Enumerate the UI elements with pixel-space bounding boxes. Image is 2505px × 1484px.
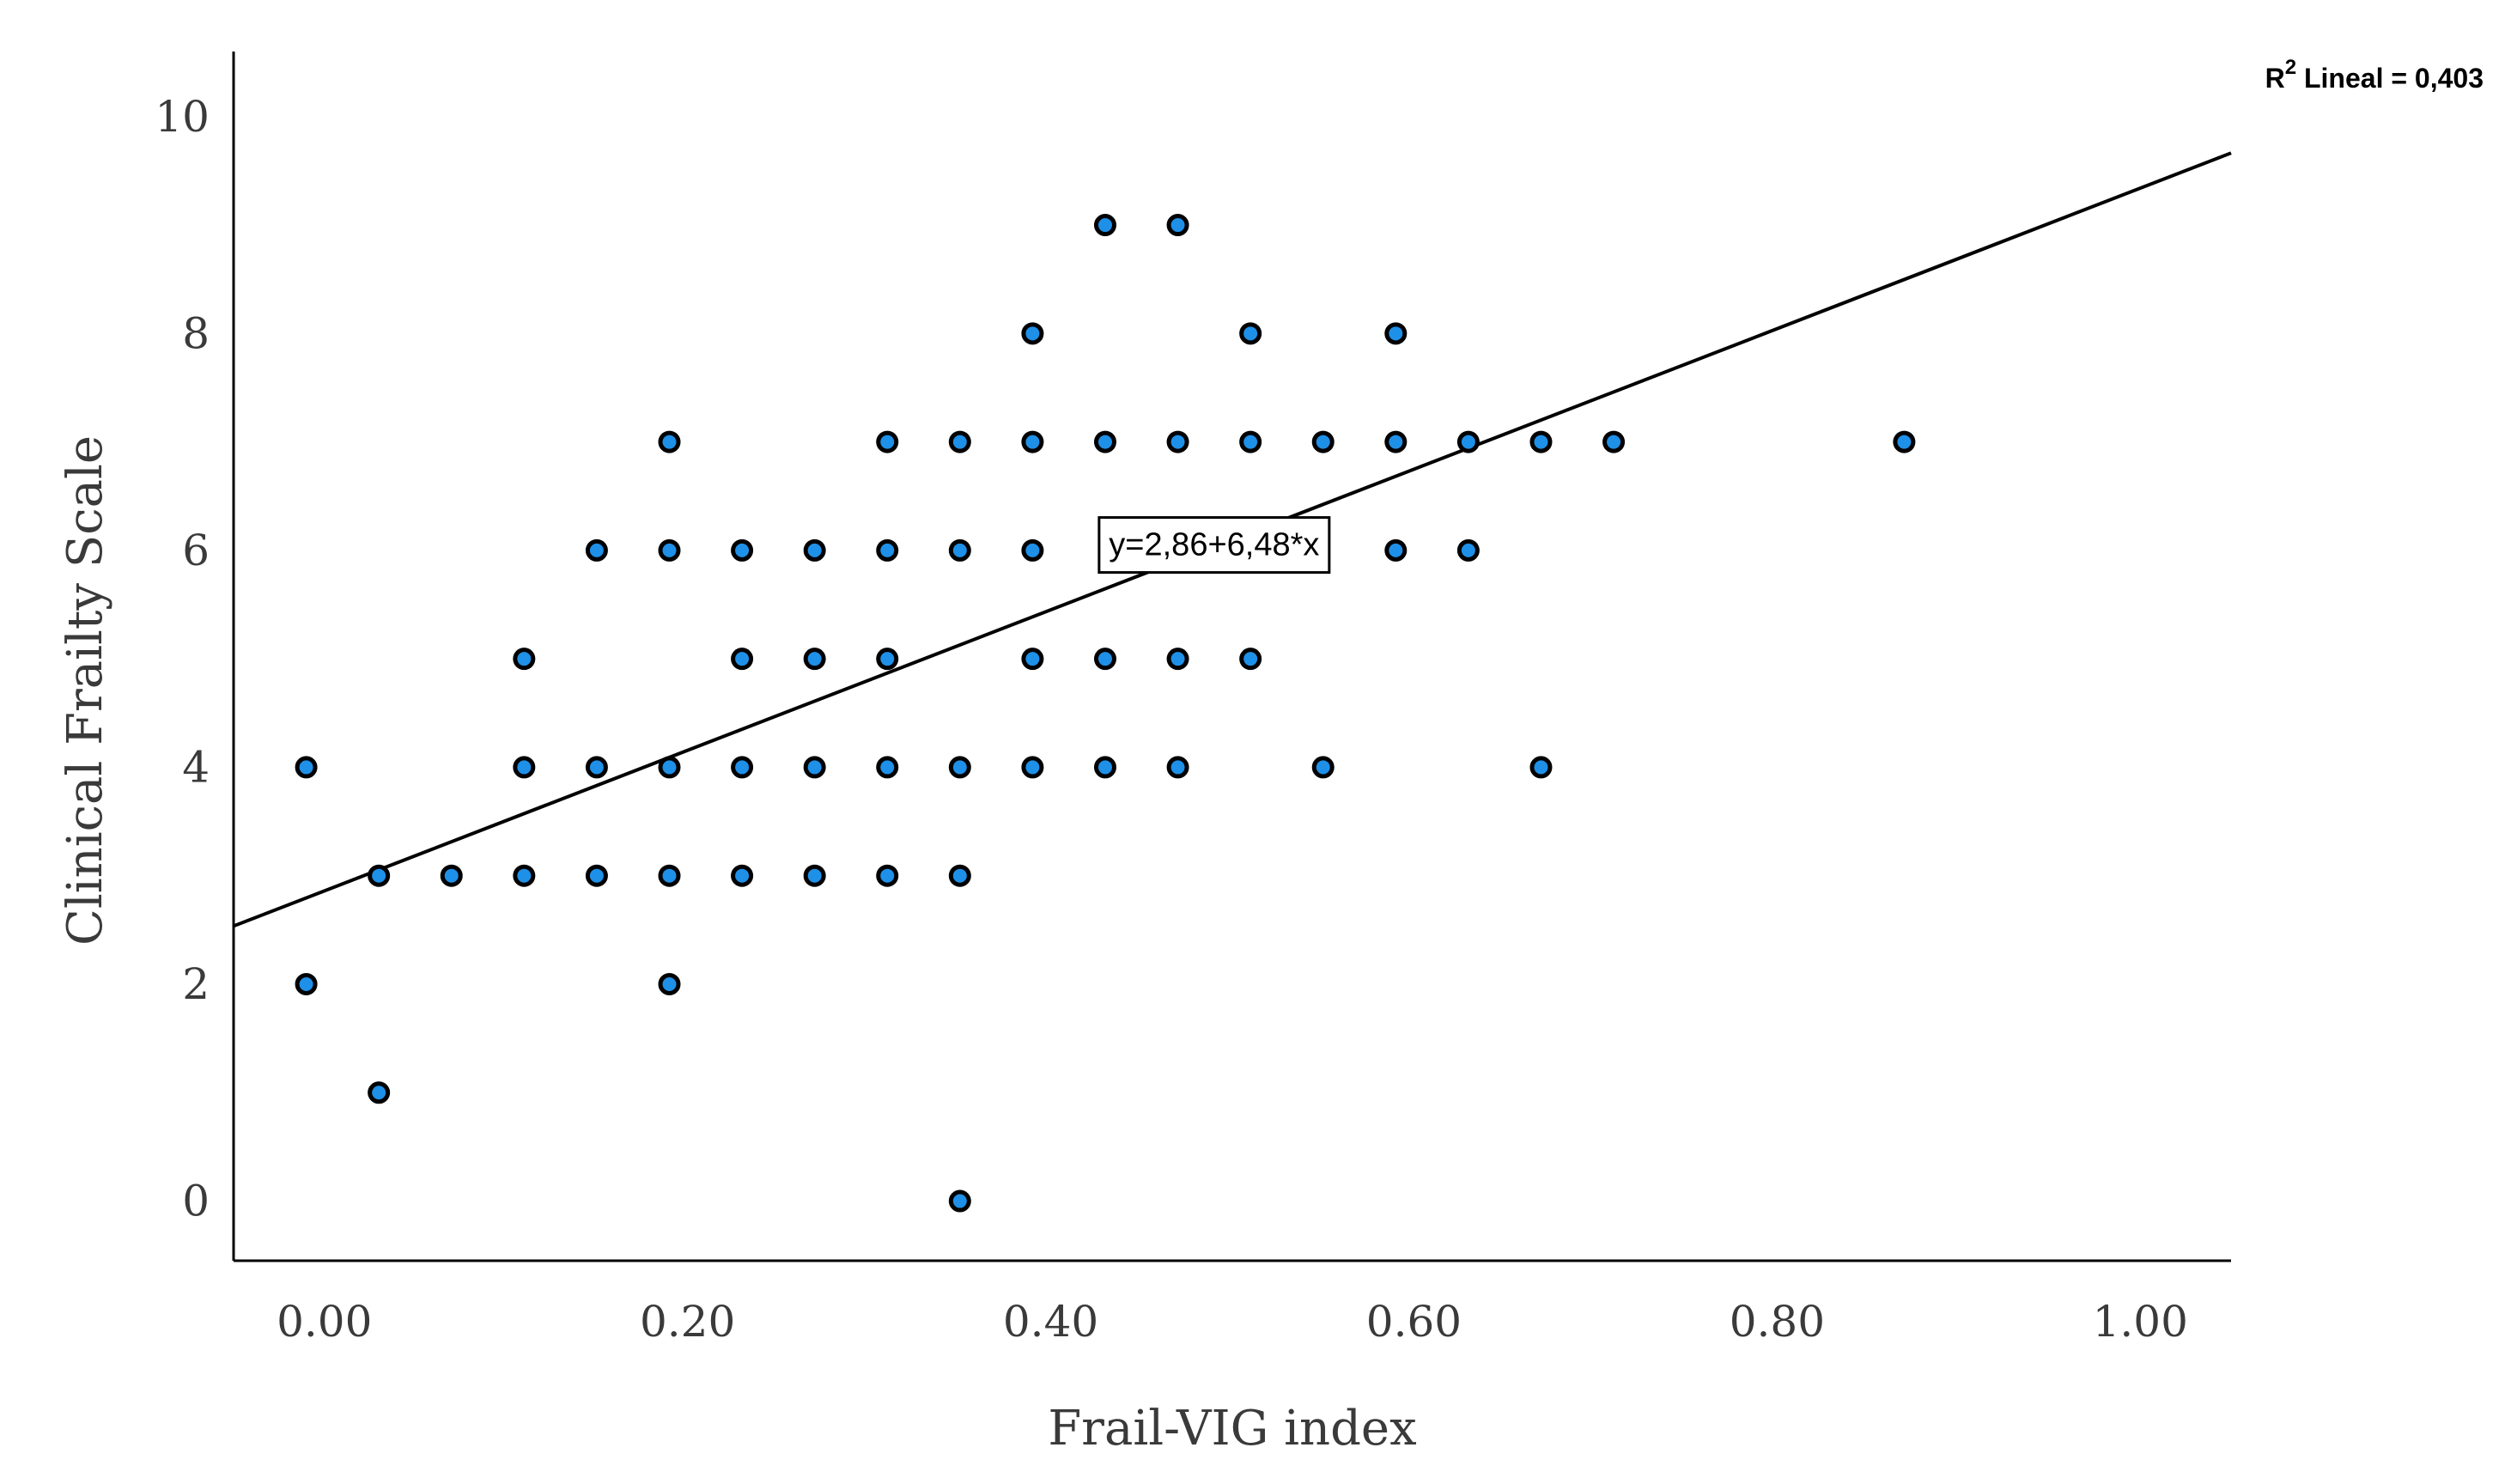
data-point xyxy=(1021,430,1044,453)
data-point xyxy=(1021,648,1044,671)
x-tick-label: 0.40 xyxy=(1003,1297,1098,1347)
data-point xyxy=(368,1081,391,1104)
y-tick-labels: 0 2 4 6 8 10 xyxy=(155,92,210,1226)
data-point xyxy=(876,864,899,887)
data-point xyxy=(948,538,971,562)
data-point xyxy=(1384,322,1408,345)
y-axis-title: Clinical Frailty Scale xyxy=(58,435,113,946)
data-point xyxy=(876,538,899,562)
x-tick-label: 1.00 xyxy=(2093,1297,2188,1347)
points-group xyxy=(295,214,1916,1213)
data-point xyxy=(1529,430,1553,453)
data-point xyxy=(1021,538,1044,562)
data-point xyxy=(1311,756,1335,779)
data-point xyxy=(948,864,971,887)
data-point xyxy=(295,972,318,995)
x-tick-label: 0.20 xyxy=(640,1297,735,1347)
data-point xyxy=(803,648,826,671)
data-point xyxy=(803,538,826,562)
data-point xyxy=(1166,756,1189,779)
data-point xyxy=(1311,430,1335,453)
data-point xyxy=(803,756,826,779)
r2-prefix: R xyxy=(2265,63,2285,94)
y-tick-label: 2 xyxy=(182,959,210,1009)
data-point xyxy=(585,756,608,779)
data-point xyxy=(1239,322,1262,345)
axes-group xyxy=(232,52,2231,1262)
data-point xyxy=(731,648,754,671)
data-point xyxy=(1093,214,1116,237)
data-point xyxy=(1384,430,1408,453)
data-point xyxy=(1166,648,1189,671)
data-point xyxy=(1456,538,1480,562)
data-point xyxy=(1529,756,1553,779)
data-point xyxy=(1166,214,1189,237)
data-point xyxy=(1893,430,1916,453)
data-point xyxy=(1093,430,1116,453)
data-point xyxy=(1384,538,1408,562)
data-point xyxy=(948,756,971,779)
x-tick-label: 0.00 xyxy=(277,1297,372,1347)
data-point xyxy=(948,1189,971,1213)
data-point xyxy=(658,756,681,779)
x-tick-label: 0.60 xyxy=(1366,1297,1462,1347)
data-point xyxy=(440,864,463,887)
data-point xyxy=(658,430,681,453)
data-point xyxy=(876,756,899,779)
data-point xyxy=(803,864,826,887)
y-tick-label: 6 xyxy=(182,526,210,575)
data-point xyxy=(1456,430,1480,453)
fit-equation-annotation: y=2,86+6,48*x xyxy=(1097,516,1331,575)
data-point xyxy=(948,430,971,453)
y-tick-label: 0 xyxy=(182,1177,210,1226)
data-point xyxy=(368,864,391,887)
data-point xyxy=(1093,756,1116,779)
data-point xyxy=(658,538,681,562)
data-point xyxy=(1093,648,1116,671)
data-point xyxy=(731,756,754,779)
fit-equation-box xyxy=(1097,516,1331,575)
data-point xyxy=(295,756,318,779)
data-point xyxy=(1239,430,1262,453)
data-point xyxy=(1021,322,1044,345)
data-point xyxy=(1602,430,1626,453)
data-point xyxy=(876,430,899,453)
data-point xyxy=(585,538,608,562)
y-tick-label: 10 xyxy=(155,92,210,142)
r2-value: Lineal = 0,403 xyxy=(2296,63,2484,94)
data-point xyxy=(513,648,536,671)
data-point xyxy=(1021,756,1044,779)
x-tick-labels: 0.00 0.20 0.40 0.60 0.80 1.00 xyxy=(277,1297,2188,1347)
data-point xyxy=(585,864,608,887)
data-point xyxy=(731,864,754,887)
data-point xyxy=(1239,648,1262,671)
x-tick-label: 0.80 xyxy=(1730,1297,1825,1347)
y-tick-label: 8 xyxy=(182,308,210,358)
data-point xyxy=(658,864,681,887)
data-point xyxy=(1166,430,1189,453)
data-point xyxy=(658,972,681,995)
data-point xyxy=(513,756,536,779)
y-tick-label: 4 xyxy=(182,742,210,792)
data-point xyxy=(731,538,754,562)
x-axis-title: Frail-VIG index xyxy=(1048,1401,1416,1457)
data-point xyxy=(513,864,536,887)
r2-superscript: 2 xyxy=(2285,56,2296,79)
fit-equation-label: y=2,86+6,48*x xyxy=(1109,527,1319,563)
r2-label: R2 Lineal = 0,403 xyxy=(2265,56,2484,94)
data-point xyxy=(876,648,899,671)
